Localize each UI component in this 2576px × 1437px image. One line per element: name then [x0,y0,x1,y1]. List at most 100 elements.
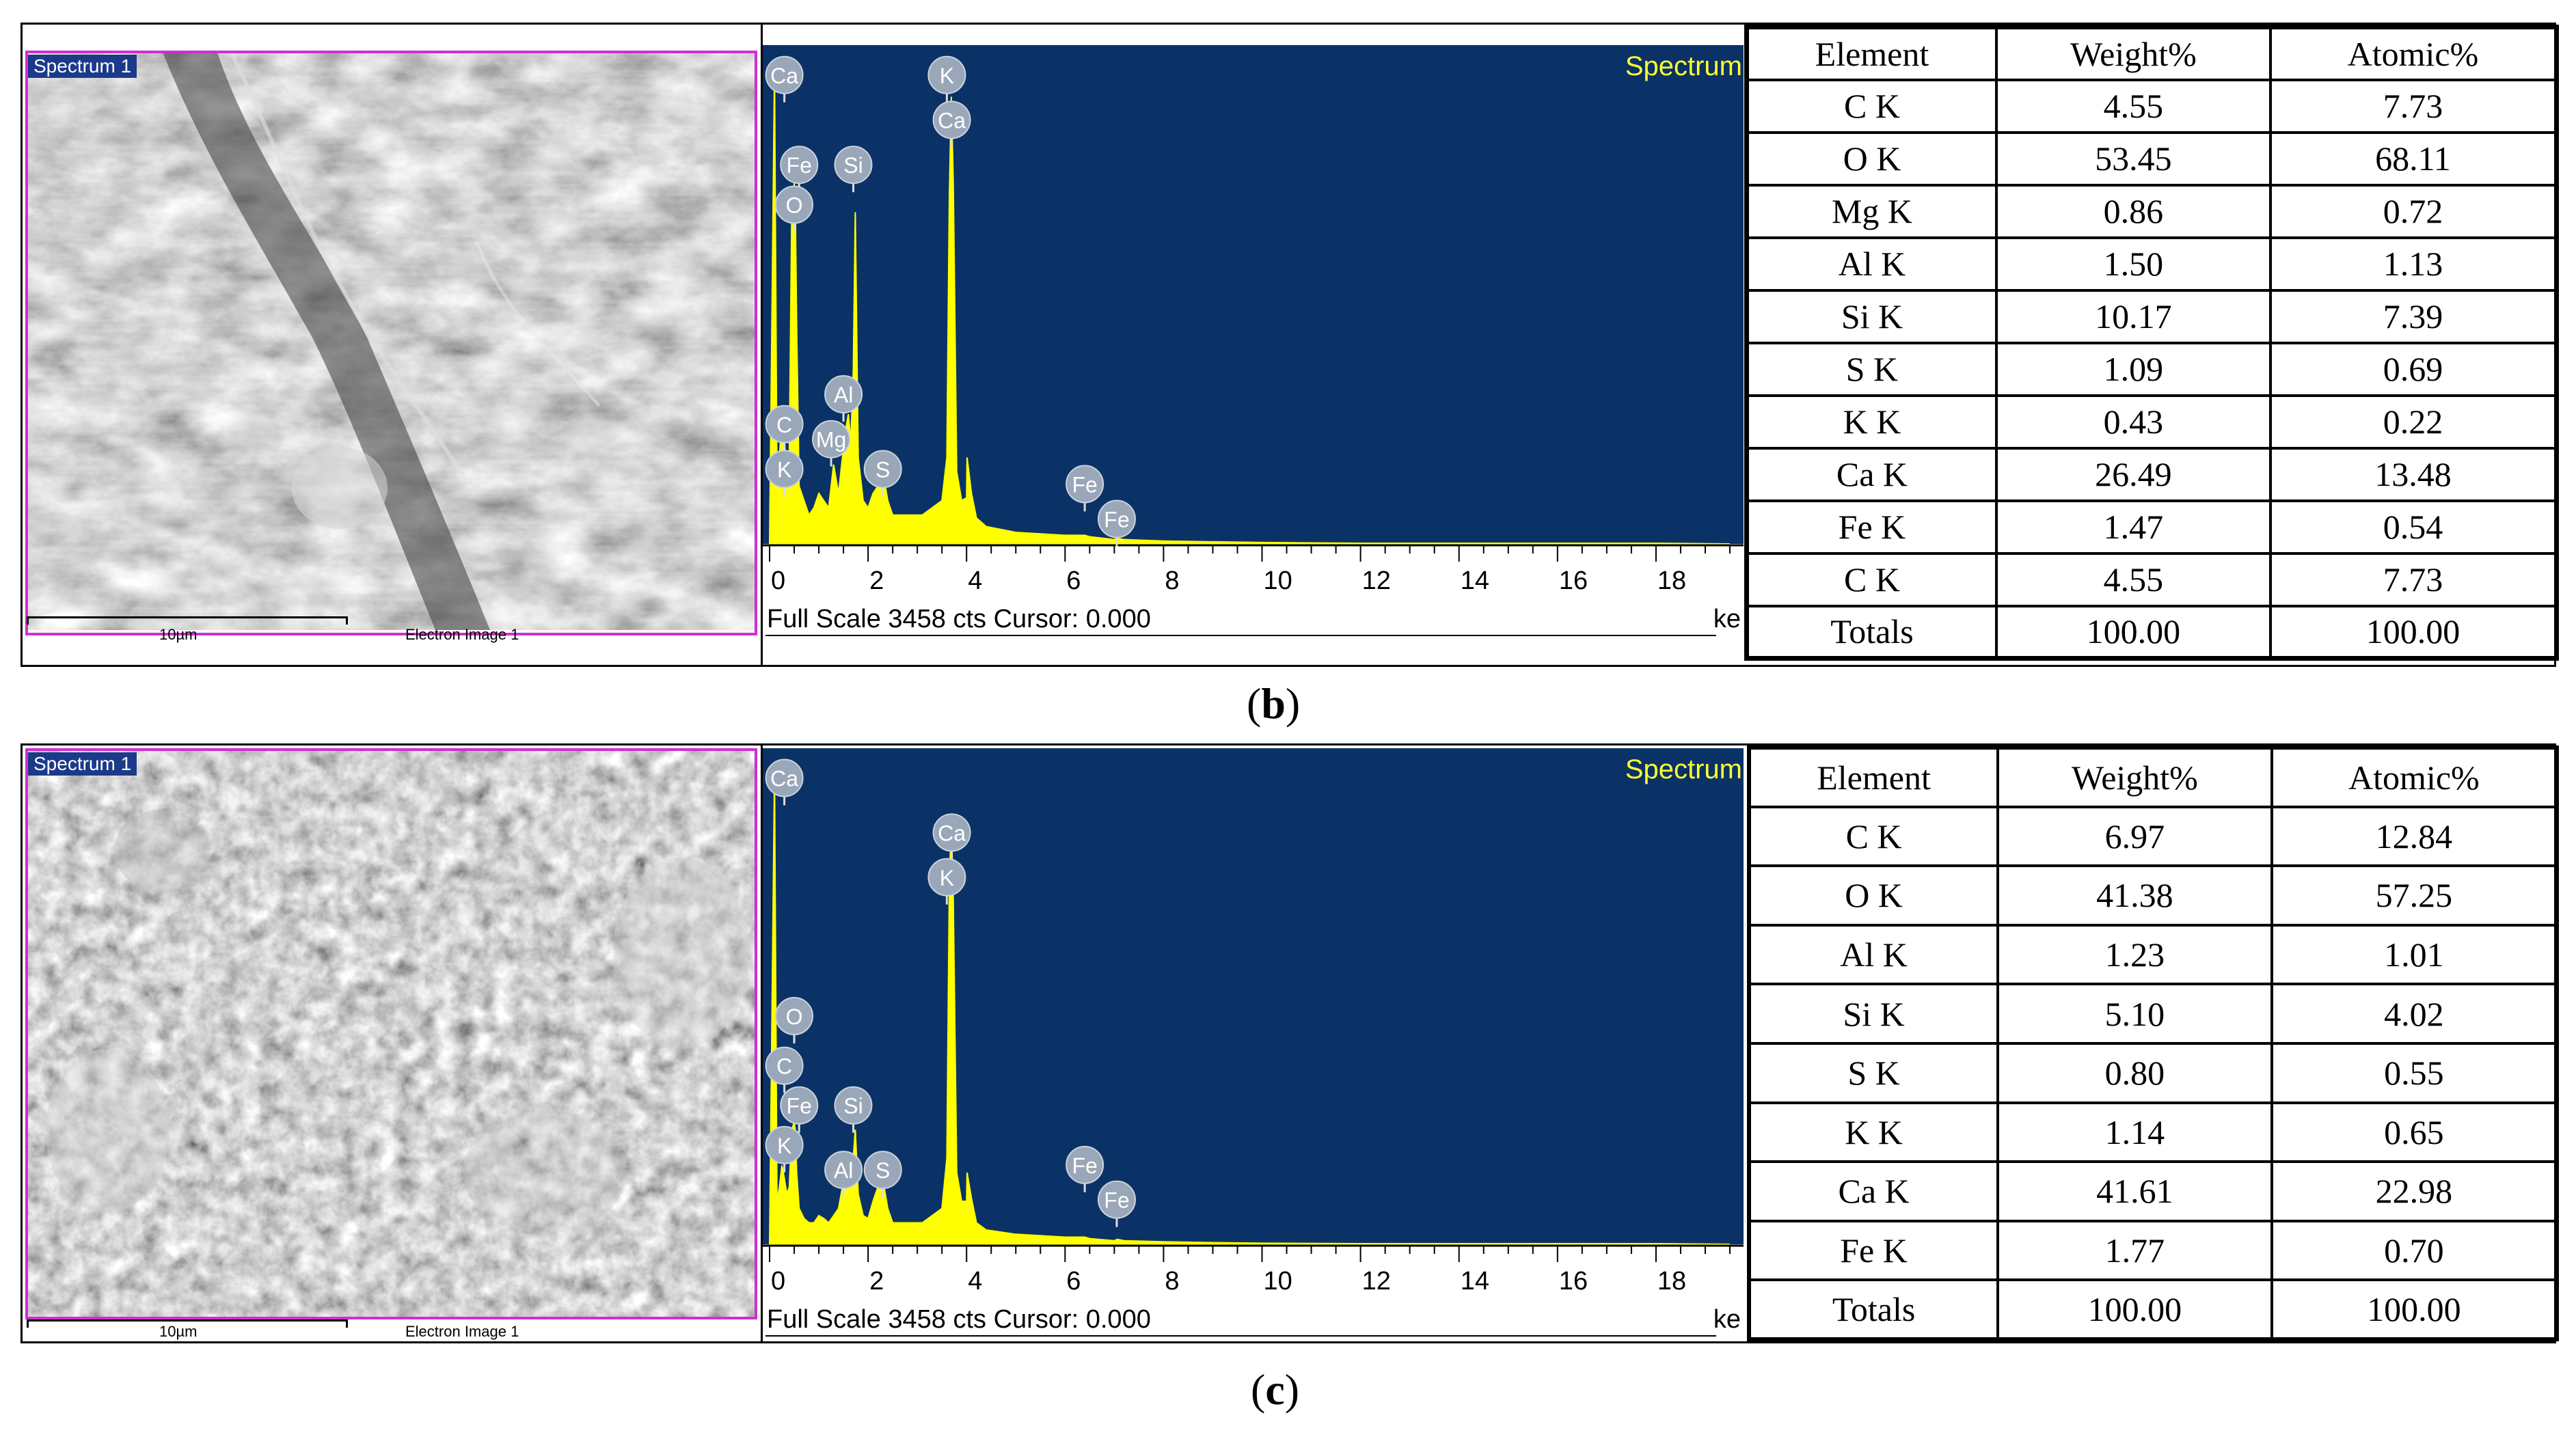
x-tick-label: 4 [968,566,982,595]
table-row: C K 6.97 12.84 [1747,805,2559,868]
panel-caption-c: (c) [1251,1365,1300,1414]
peak-label-marker [927,858,966,897]
table-cell: Ca K [1747,1160,2000,1222]
table-row: Totals 100.00 100.00 [1745,604,2558,660]
table-row: Si K 5.10 4.02 [1747,983,2559,1045]
peak-label-text: Fe [1104,508,1129,532]
peak-label: Fe [780,146,819,193]
table-cell: C K [1745,551,1998,607]
peak-label: Fe [1066,465,1104,512]
scale-bar-label: 10µm [159,626,198,643]
peak-label-marker [932,813,971,852]
table-cell: 12.84 [2270,805,2559,868]
table-cell: 4.02 [2270,983,2559,1045]
table-cell: 0.22 [2268,394,2558,450]
peak-label-marker [1097,499,1136,538]
table-cell: 13.48 [2268,446,2558,502]
table-cell: 0.65 [2270,1101,2559,1164]
table-row: O K 53.45 68.11 [1745,131,2558,187]
peak-label-text: Ca [770,64,798,88]
column-header: Element [1747,746,2000,808]
table-cell: 0.43 [1994,394,2272,450]
peak-label: Ca [765,55,804,102]
column-header: Weight% [1994,25,2272,81]
peak-label: Ca [765,758,804,806]
electron-image-label: Electron Image 1 [405,626,519,643]
peak-label-text: K [940,64,954,88]
table-cell: 7.73 [2268,551,2558,607]
table-row: Mg K 0.86 0.72 [1745,183,2558,239]
table-row: Ca K 41.61 22.98 [1747,1160,2559,1222]
peak-label-marker [775,185,814,224]
peak-label-text: C [776,413,792,437]
table-cell: Si K [1747,983,2000,1045]
eds-spectrum-panel: 0 2 4 6 8 10 12 14 16 18 Spectrum Full Scale 3458 c… [763,745,1744,1341]
table-row: Fe K 1.47 0.54 [1745,499,2558,555]
peak-label: K [765,1125,804,1173]
peak-label-marker [765,1046,804,1085]
peak-label-marker [765,1125,804,1164]
x-tick-label: 0 [771,1267,785,1296]
x-tick-label: 18 [1657,566,1686,595]
scale-bar-label: 10µm [159,1323,198,1340]
peak-label-text: S [876,458,890,482]
sem-spectrum-label: Spectrum 1 [28,55,137,78]
peak-label-text: Al [834,383,853,407]
peak-label-marker [765,758,804,797]
peak-label-text: Si [843,1094,863,1119]
table-cell: 100.00 [1996,1278,2273,1341]
table-cell: Mg K [1745,183,1998,239]
x-tick-label: 14 [1461,566,1489,595]
peak-label-text: Mg [816,428,846,452]
x-tick-label: 2 [869,566,884,595]
table-cell: S K [1747,1041,2000,1104]
peak-label-marker [765,450,804,489]
table-cell: 22.98 [2270,1160,2559,1222]
table-cell: 1.77 [1996,1219,2273,1282]
x-tick-label: 8 [1165,566,1179,595]
peak-label: Al [824,375,863,422]
x-tick-label: 6 [1066,566,1081,595]
x-axis-unit: ke [1713,1305,1741,1334]
spectrum-footer: Full Scale 3458 cts Cursor: 0.000 [767,1305,1151,1334]
peak-label-text: Fe [1072,1153,1097,1178]
table-cell: 68.11 [2268,131,2558,187]
table-cell: 0.70 [2270,1219,2559,1282]
table-cell: Si K [1745,288,1998,344]
eds-spectrum-panel: 0 2 4 6 8 10 12 14 16 18 Spectrum Full Scale 3458 c… [763,25,1744,665]
table-cell: O K [1745,131,1998,187]
x-tick-label: 14 [1461,1267,1489,1296]
spectrum-plot-area [763,45,1744,544]
peak-label: Si [834,1086,873,1133]
peak-label-text: K [777,1134,791,1158]
peak-label-marker [765,405,804,443]
table-cell: 41.61 [1996,1160,2273,1222]
peak-label: Fe [780,1086,819,1133]
table-cell: K K [1745,394,1998,450]
x-tick-label: 18 [1657,1267,1686,1296]
x-tick-label: 10 [1264,566,1292,595]
table-row: Al K 1.23 1.01 [1747,923,2559,986]
peak-label: K [765,450,804,497]
table-row: K K 0.43 0.22 [1745,394,2558,450]
x-tick-label: 12 [1362,566,1391,595]
table-row: K K 1.14 0.65 [1747,1101,2559,1164]
table-cell: 4.55 [1994,551,2272,607]
table-cell: 7.73 [2268,78,2558,134]
peak-label: Ca [932,813,971,860]
table-row: Totals 100.00 100.00 [1747,1278,2559,1341]
peak-label-text: Ca [938,109,966,133]
peak-label-text: Fe [1072,472,1097,497]
peak-label: Al [824,1151,863,1198]
sem-micrograph [25,51,757,630]
peak-label: C [765,1046,804,1093]
peak-label-text: Fe [787,153,812,178]
table-cell: 5.10 [1996,983,2273,1045]
peak-label-marker [863,1151,902,1190]
sem-micrograph [25,748,757,1319]
peak-label-marker [932,100,971,139]
table-cell: Al K [1747,923,2000,986]
peak-label: O [775,185,814,232]
x-tick-label: 6 [1066,1267,1081,1296]
table-cell: C K [1747,805,2000,868]
